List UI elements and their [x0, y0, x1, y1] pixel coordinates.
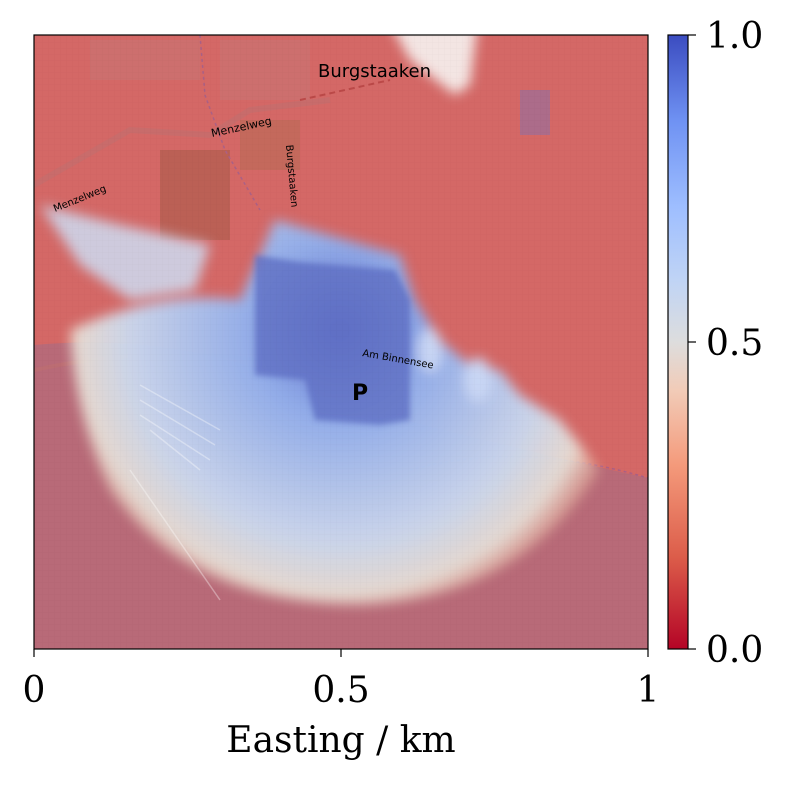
x-tick-label: 0.5 [312, 670, 369, 711]
colorbar-tick-label: 0.5 [706, 323, 763, 364]
x-tick-label: 0 [23, 670, 46, 711]
colorbar-tick-label: 0.0 [706, 630, 763, 671]
colorbar-gradient [668, 35, 688, 649]
street-map-label: Burgstaaken [283, 144, 299, 208]
x-axis-label: Easting / km [226, 720, 455, 761]
colorbar-axis: 0.0 0.5 1.0 [688, 16, 763, 671]
x-tick-label: 1 [637, 670, 660, 711]
street-map-label: Burgstaaken [318, 61, 431, 82]
colorbar-tick-label: 1.0 [706, 16, 763, 57]
parking-map-label: P [352, 381, 368, 406]
pixel-grid [34, 35, 648, 649]
x-axis: 0 0.5 1 [23, 649, 660, 711]
